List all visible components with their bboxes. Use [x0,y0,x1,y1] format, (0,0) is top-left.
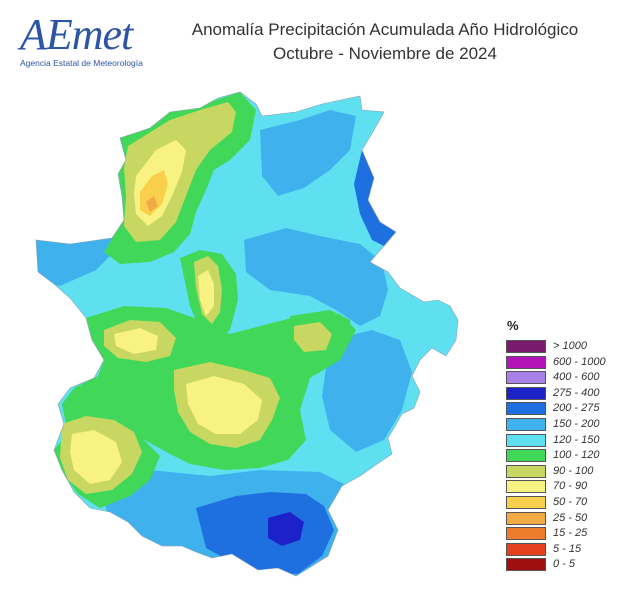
legend-swatch [506,527,546,541]
band-200-275-south [196,492,334,574]
legend-label: 100 - 120 [553,449,600,462]
logo-wordmark: AEmet [20,10,133,59]
band-90-100-east [294,322,332,352]
title-line-1: Anomalía Precipitación Acumulada Año Hid… [191,20,579,39]
legend-swatch [506,340,546,353]
band-150-200-east [244,228,388,326]
legend-swatch [506,464,546,478]
legend-swatch [506,542,546,556]
legend-label: 400 - 600 [553,371,600,384]
legend-label: 90 - 100 [553,464,594,477]
map-title: Anomalía Precipitación Acumulada Año Hid… [160,18,610,66]
legend-label: 70 - 90 [553,480,588,493]
legend-item: 150 - 200 [503,417,599,433]
legend-item: 120 - 150 [503,433,599,449]
legend-label: 5 - 15 [553,542,582,555]
legend-swatch [506,511,546,525]
legend-swatch [506,371,546,385]
legend-item: 15 - 25 [503,526,587,542]
legend-label: 25 - 50 [553,511,588,524]
region-fill [36,92,458,576]
legend-rows: > 1000 600 - 1000 400 - 600 275 - 400 200 - … [503,339,606,573]
title-line-2: Octubre - Noviembre de 2024 [273,44,497,63]
legend-swatch [506,449,546,463]
legend-swatch [506,558,546,572]
legend-item: 400 - 600 [503,370,599,386]
legend-swatch [506,495,546,509]
band-150-200-south-east [322,330,412,452]
legend-swatch [506,480,546,494]
band-150-200-north-east [260,110,356,196]
legend-label: 0 - 5 [553,558,576,571]
legend-item: 0 - 5 [503,557,575,573]
band-70-90-west [114,328,158,354]
legend-item: 70 - 90 [503,479,587,495]
legend-item: 200 - 275 [503,401,599,417]
legend-swatch [506,433,546,447]
legend-item: 25 - 50 [503,511,587,527]
legend-swatch [506,386,546,400]
legend-label: 600 - 1000 [553,355,606,368]
legend-swatch [506,402,546,416]
legend-item: 275 - 400 [503,386,599,402]
legend-swatch [506,355,546,369]
legend-label: > 1000 [553,340,587,352]
band-70-90-center [186,376,262,434]
legend-swatch [506,417,546,431]
legend: % > 1000 600 - 1000 400 - 600 275 - 400 200 … [503,318,606,573]
legend-label: 200 - 275 [553,402,600,415]
band-70-90-south-west [70,430,122,484]
band-70-90-center-north [198,270,214,316]
legend-label: 275 - 400 [553,386,600,399]
legend-item: 600 - 1000 [503,355,606,371]
band-275-400-south [268,512,304,546]
logo-subtitle: Agencia Estatal de Meteorología [20,58,143,68]
legend-item: 90 - 100 [503,464,593,480]
legend-label: 150 - 200 [553,417,600,430]
band-25-50-north [146,196,158,212]
legend-item: 50 - 70 [503,495,587,511]
region-outline [35,91,459,577]
legend-label: 50 - 70 [553,495,588,508]
legend-item: > 1000 [503,339,587,355]
legend-label: 120 - 150 [553,433,600,446]
legend-item: 5 - 15 [503,542,581,558]
aemet-logo: AEmet Agencia Estatal de Meteorología [18,10,158,72]
legend-title: % [507,318,519,333]
band-200-275-north-east-edge [354,150,396,246]
legend-item: 100 - 120 [503,448,599,464]
legend-label: 15 - 25 [553,527,588,540]
